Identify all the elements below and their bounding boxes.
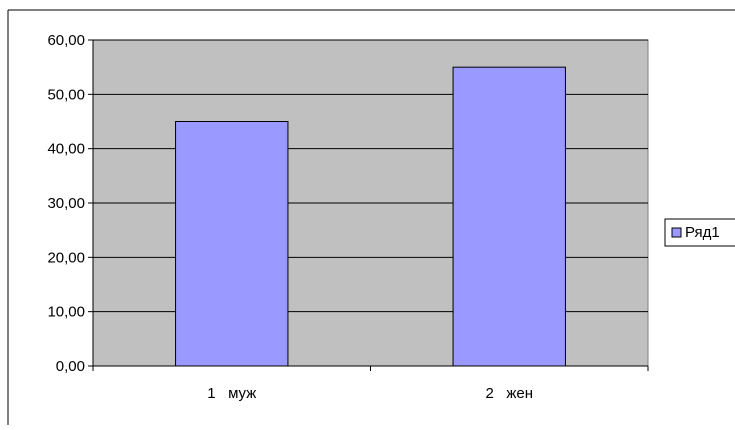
x-tick-label: 1 муж xyxy=(207,385,256,402)
legend-swatch-series-1 xyxy=(671,227,682,238)
bars xyxy=(175,66,566,367)
y-tick-label: 30,00 xyxy=(47,195,85,212)
bar xyxy=(452,66,566,367)
y-tick-label: 20,00 xyxy=(47,249,85,266)
x-tick-labels: 1 муж 2 жен xyxy=(207,385,533,402)
y-tick-label: 0,00 xyxy=(56,358,85,375)
x-tick-label: 2 жен xyxy=(485,385,533,402)
y-tick-label: 40,00 xyxy=(47,141,85,158)
y-tick-label: 60,00 xyxy=(47,32,85,49)
legend-label-series-1: Ряд1 xyxy=(685,224,720,241)
bar xyxy=(175,121,289,367)
legend: Ряд1 xyxy=(664,218,735,247)
y-tick-labels: 0,00 10,00 20,00 30,00 40,00 50,00 60,00 xyxy=(47,32,85,375)
axes xyxy=(88,39,649,371)
y-tick-label: 50,00 xyxy=(47,86,85,103)
y-tick-label: 10,00 xyxy=(47,304,85,321)
